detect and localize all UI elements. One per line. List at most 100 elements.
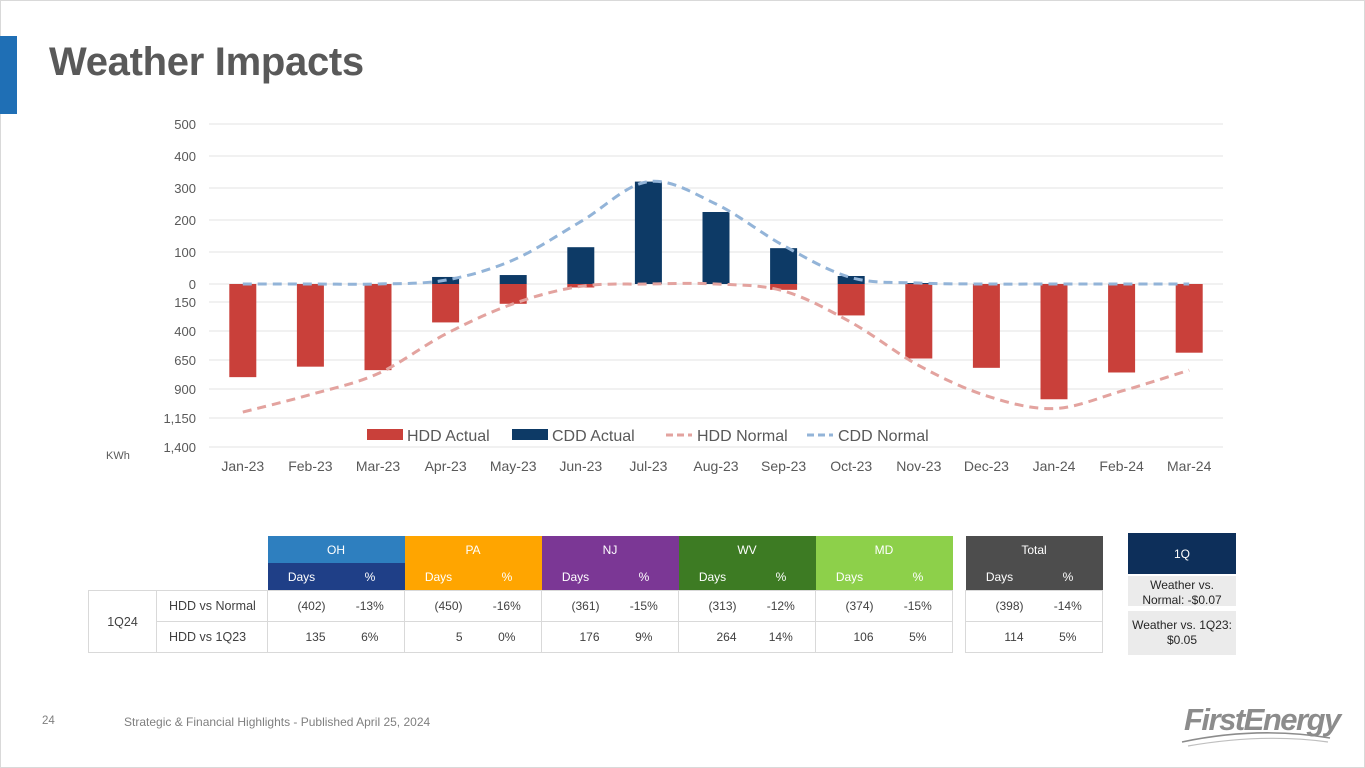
days-value: (402) — [267, 590, 336, 622]
hdd-tick-label: 1,400 — [163, 440, 196, 455]
unit-label: KWh — [106, 450, 130, 462]
logo-wordmark: FirstEnergy — [1184, 702, 1341, 737]
days-value: 176 — [541, 621, 610, 653]
days-value: 264 — [678, 621, 747, 653]
state-header: MD — [815, 536, 953, 563]
pct-subheader: % — [472, 563, 542, 591]
legend-label: HDD Actual — [407, 428, 490, 445]
x-tick-label: Jul-23 — [629, 458, 667, 474]
cdd-actual-bar — [702, 212, 730, 284]
pct-value: -13% — [335, 590, 405, 622]
page-title: Weather Impacts — [49, 40, 364, 84]
pct-subheader: % — [609, 563, 679, 591]
logo-swoosh-icon — [1181, 732, 1331, 747]
days-value: 5 — [404, 621, 473, 653]
pct-value: 5% — [883, 621, 953, 653]
hdd-tick-label: 400 — [174, 324, 196, 339]
days-value: (450) — [404, 590, 473, 622]
pct-subheader: % — [335, 563, 405, 591]
hdd-actual-bar — [1108, 284, 1136, 373]
pct-subheader: % — [883, 563, 953, 591]
days-subheader: Days — [678, 563, 747, 591]
legend-swatch — [512, 429, 548, 440]
hdd-actual-bar — [499, 284, 527, 304]
total-pct-value: -14% — [1033, 590, 1103, 622]
days-subheader: Days — [965, 563, 1034, 591]
table-row: HDD vs 1Q23 135 6% 5 0% 176 9% 264 14% 106 5% 114 5% — [89, 621, 1103, 653]
pct-value: 0% — [472, 621, 542, 653]
x-tick-label: Nov-23 — [896, 458, 941, 474]
cdd-tick-label: 300 — [174, 181, 196, 196]
days-value: 135 — [267, 621, 336, 653]
table-row: 1Q24 HDD vs Normal (402) -13% (450) -16% (361)… — [88, 590, 1103, 653]
state-header: PA — [404, 536, 542, 563]
x-tick-label: Dec-23 — [964, 458, 1009, 474]
pct-value: 14% — [746, 621, 816, 653]
x-tick-label: Oct-23 — [830, 458, 872, 474]
hdd-actual-bar — [972, 284, 1000, 368]
total-days-value: 114 — [965, 621, 1034, 653]
days-value: 106 — [815, 621, 884, 653]
hdd-tick-label: 150 — [174, 295, 196, 310]
legend-label: CDD Normal — [838, 428, 929, 445]
pct-value: -15% — [609, 590, 679, 622]
x-tick-label: Feb-23 — [288, 458, 333, 474]
table-corner — [89, 536, 268, 563]
x-tick-label: Apr-23 — [425, 458, 467, 474]
pct-subheader: % — [1033, 563, 1103, 591]
weather-vs-prior-year: Weather vs. 1Q23: $0.05 — [1128, 611, 1236, 655]
total-pct-value: 5% — [1033, 621, 1103, 653]
column-spacer — [953, 536, 966, 563]
x-tick-label: Sep-23 — [761, 458, 806, 474]
state-header: NJ — [541, 536, 679, 563]
total-header: Total — [965, 536, 1103, 563]
days-value: (313) — [678, 590, 747, 622]
pct-value: 6% — [335, 621, 405, 653]
cdd-actual-bar — [567, 247, 595, 284]
days-value: (374) — [815, 590, 884, 622]
x-tick-label: Aug-23 — [693, 458, 738, 474]
pct-value: -15% — [883, 590, 953, 622]
pct-value: -12% — [746, 590, 816, 622]
hdd-actual-bar — [432, 284, 460, 323]
title-accent-bar — [0, 36, 17, 114]
hdd-actual-bar — [296, 284, 324, 367]
cdd-tick-label: 500 — [174, 117, 196, 132]
x-tick-label: Jan-23 — [221, 458, 264, 474]
cdd-actual-bar — [770, 248, 798, 284]
cdd-tick-label: 200 — [174, 213, 196, 228]
x-tick-label: Jun-23 — [559, 458, 602, 474]
x-tick-label: Feb-24 — [1099, 458, 1144, 474]
row-label: HDD vs 1Q23 — [156, 621, 268, 653]
days-subheader: Days — [541, 563, 610, 591]
cdd-normal-line — [242, 179, 1190, 286]
x-tick-label: Jan-24 — [1033, 458, 1076, 474]
hdd-actual-bar — [905, 284, 933, 359]
cdd-actual-bar — [634, 181, 662, 284]
state-header: OH — [267, 536, 405, 563]
cdd-tick-label: 400 — [174, 149, 196, 164]
row-label: HDD vs Normal — [156, 590, 268, 622]
weather-vs-normal: Weather vs. Normal: -$0.07 — [1128, 576, 1236, 607]
footer-text: Strategic & Financial Highlights - Publi… — [124, 715, 431, 729]
page-number: 24 — [42, 715, 55, 727]
cdd-actual-bar — [837, 276, 865, 284]
state-header: WV — [678, 536, 816, 563]
days-subheader: Days — [815, 563, 884, 591]
legend-swatch — [367, 429, 403, 440]
hdd-actual-bar — [837, 284, 865, 316]
hdd-actual-bar — [229, 284, 257, 378]
column-spacer — [953, 591, 966, 622]
quarter-summary-header: 1Q — [1128, 533, 1236, 574]
cdd-actual-bar — [499, 275, 527, 284]
hdd-tick-label: 650 — [174, 353, 196, 368]
weather-table: OH PA NJ WV MD Total Days% Days% Days% Days% Days%… — [88, 536, 1103, 653]
quarter-summary: 1Q Weather vs. Normal: -$0.07 Weather vs… — [1128, 533, 1236, 655]
x-tick-label: Mar-24 — [1167, 458, 1212, 474]
x-tick-label: Mar-23 — [356, 458, 401, 474]
days-value: (361) — [541, 590, 610, 622]
pct-value: 9% — [609, 621, 679, 653]
days-subheader: Days — [404, 563, 473, 591]
cdd-tick-label: 0 — [189, 277, 196, 292]
hdd-actual-bar — [364, 284, 392, 371]
